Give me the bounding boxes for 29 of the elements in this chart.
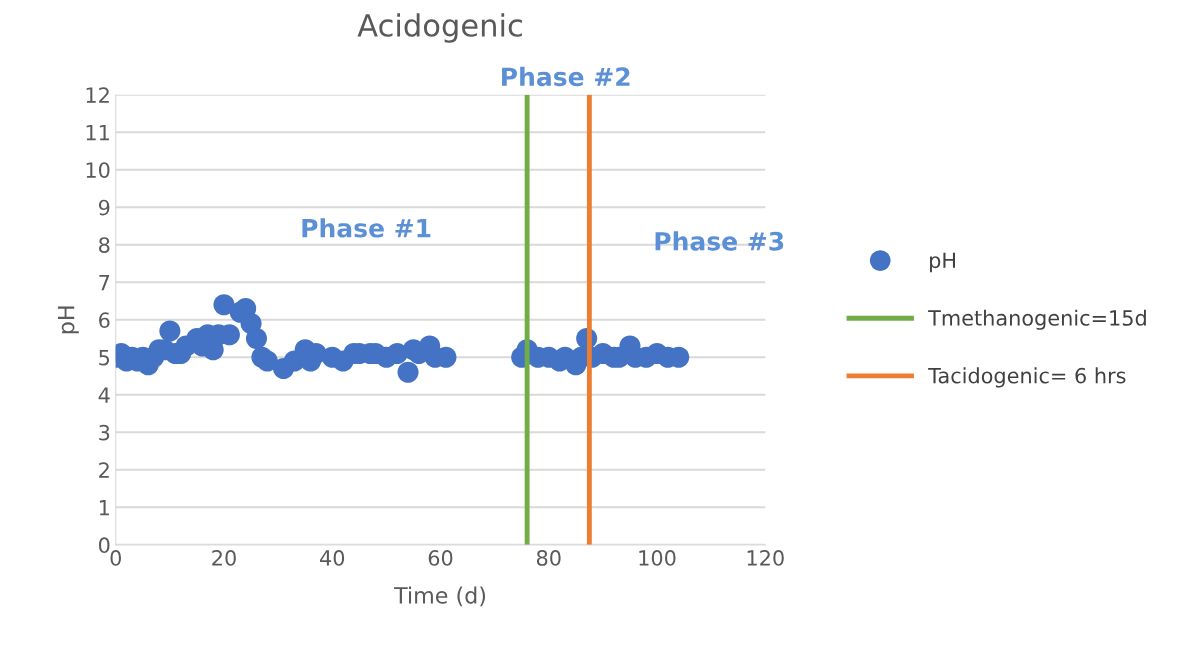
chart-title: Acidogenic xyxy=(357,13,522,43)
annotation: Phase #3 xyxy=(655,231,784,251)
x-tick-label: 80 xyxy=(536,550,561,566)
y-tick-label: 6 xyxy=(99,312,110,328)
y-tick-label: 2 xyxy=(99,462,109,478)
y-tick-label: 10 xyxy=(86,162,110,178)
x-axis-title: Time (d) xyxy=(394,586,486,607)
y-tick-label: 3 xyxy=(99,424,110,441)
y-axis-title: pH xyxy=(57,306,79,334)
y-tick-label: 12 xyxy=(86,87,109,103)
x-tick-label: 60 xyxy=(428,550,453,566)
y-tick-label: 5 xyxy=(99,350,110,366)
x-tick-label: 20 xyxy=(212,550,236,566)
x-tick-label: 0 xyxy=(110,550,121,566)
y-tick-label: 9 xyxy=(98,199,110,216)
y-tick-label: 7 xyxy=(99,275,110,291)
y-tick-label: 8 xyxy=(99,237,110,253)
y-tick-label: 11 xyxy=(86,124,109,141)
legend-label: Tacidogenic= 6 hrs xyxy=(928,367,1126,388)
legend-label: pH xyxy=(930,252,955,273)
y-tick-label: 1 xyxy=(99,500,109,516)
x-tick-label: 120 xyxy=(747,550,784,566)
y-tick-label: 4 xyxy=(98,387,110,403)
annotation: Phase #1 xyxy=(302,218,431,238)
x-tick-label: 100 xyxy=(639,550,676,566)
x-tick-label: 40 xyxy=(320,550,345,566)
legend-label: Tmethanogenic=15d xyxy=(928,309,1146,330)
text: Phase #2 xyxy=(502,66,630,87)
y-tick-label: 0 xyxy=(99,537,110,554)
